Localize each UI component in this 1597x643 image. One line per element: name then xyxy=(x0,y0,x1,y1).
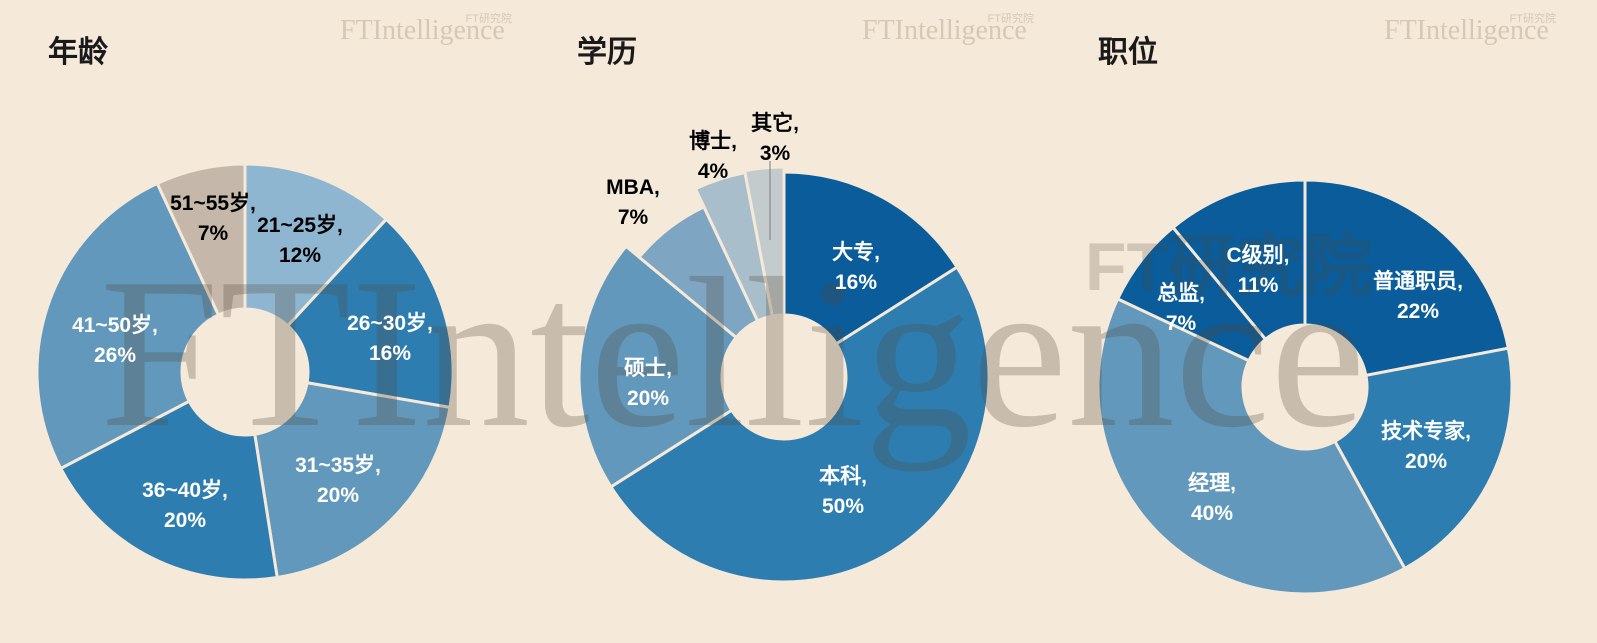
slice-data-label: 硕士, 20% xyxy=(624,357,672,410)
brand-logo-cn: FT研究院 xyxy=(988,11,1034,25)
pie-slice xyxy=(285,217,455,410)
pie-slice xyxy=(58,399,279,582)
slice-data-label: 51~55岁, 7% xyxy=(170,191,256,245)
panel-title-education: 学历 xyxy=(577,35,637,69)
panel-title-age: 年龄 xyxy=(48,36,109,69)
slice-data-label: 经理, 40% xyxy=(1188,471,1236,525)
brand-logo-text: FTIntelligence xyxy=(1384,15,1549,46)
pie-slice xyxy=(1096,296,1407,596)
pie-slice xyxy=(1170,178,1307,342)
slice-data-label: 26~30岁, 16% xyxy=(347,311,433,365)
slice-data-label: 36~40岁, 20% xyxy=(142,478,228,532)
pie-slice xyxy=(782,170,960,346)
pie-slice xyxy=(155,162,247,317)
slice-data-label: 博士, 4% xyxy=(689,129,737,183)
slice-data-label: MBA, 7% xyxy=(606,176,660,229)
watermark: FTIntelligence FT研究院 xyxy=(100,229,1372,472)
slice-data-label: 大专, 16% xyxy=(832,240,880,294)
slice-labels: 21~25岁, 12%26~30岁, 16% 31~35岁, 20% 36~40岁, 20%… xyxy=(72,111,1471,532)
pie-slice xyxy=(253,380,452,580)
brand-logo-position: FTIntelligence FT研究院 xyxy=(1384,11,1556,46)
pie-slice xyxy=(35,181,221,471)
panel-title-position: 职位 xyxy=(1098,35,1158,69)
pie-slice xyxy=(243,162,389,328)
brand-logo-text: FTIntelligence xyxy=(340,15,505,46)
pie-slice xyxy=(742,165,786,318)
brand-logo-cn: FT研究院 xyxy=(466,11,512,25)
donut-chart-position xyxy=(1096,178,1514,596)
slice-data-label: C级别, 11% xyxy=(1227,243,1290,297)
slice-data-label: 技术专家, 20% xyxy=(1381,419,1471,473)
brand-logo-text: FTIntelligence xyxy=(862,15,1027,46)
slice-data-label: 普通职员, 22% xyxy=(1373,269,1463,323)
brand-logo-education: FTIntelligence FT研究院 xyxy=(862,11,1034,46)
slice-data-label: 41~50岁, 26% xyxy=(72,313,158,367)
slice-data-label: 31~35岁, 20% xyxy=(295,453,381,507)
pie-slice xyxy=(608,265,991,584)
slice-data-label: 21~25岁, 12% xyxy=(257,213,343,267)
watermark-text: FTIntelligence xyxy=(100,233,1366,472)
donut-chart-age xyxy=(35,162,455,582)
donut-chart-education xyxy=(577,165,991,584)
slice-data-label: 总监, 7% xyxy=(1157,281,1205,335)
pie-slice xyxy=(1332,346,1514,571)
slice-data-label: 本科, 50% xyxy=(819,464,867,518)
slice-data-label: 其它, 3% xyxy=(751,111,799,165)
brand-logo-age: FTIntelligence FT研究院 xyxy=(340,11,512,46)
watermark-cn-text: FT研究院 xyxy=(1085,229,1372,305)
brand-logo-cn: FT研究院 xyxy=(1510,11,1556,25)
pie-slice xyxy=(1303,178,1511,378)
